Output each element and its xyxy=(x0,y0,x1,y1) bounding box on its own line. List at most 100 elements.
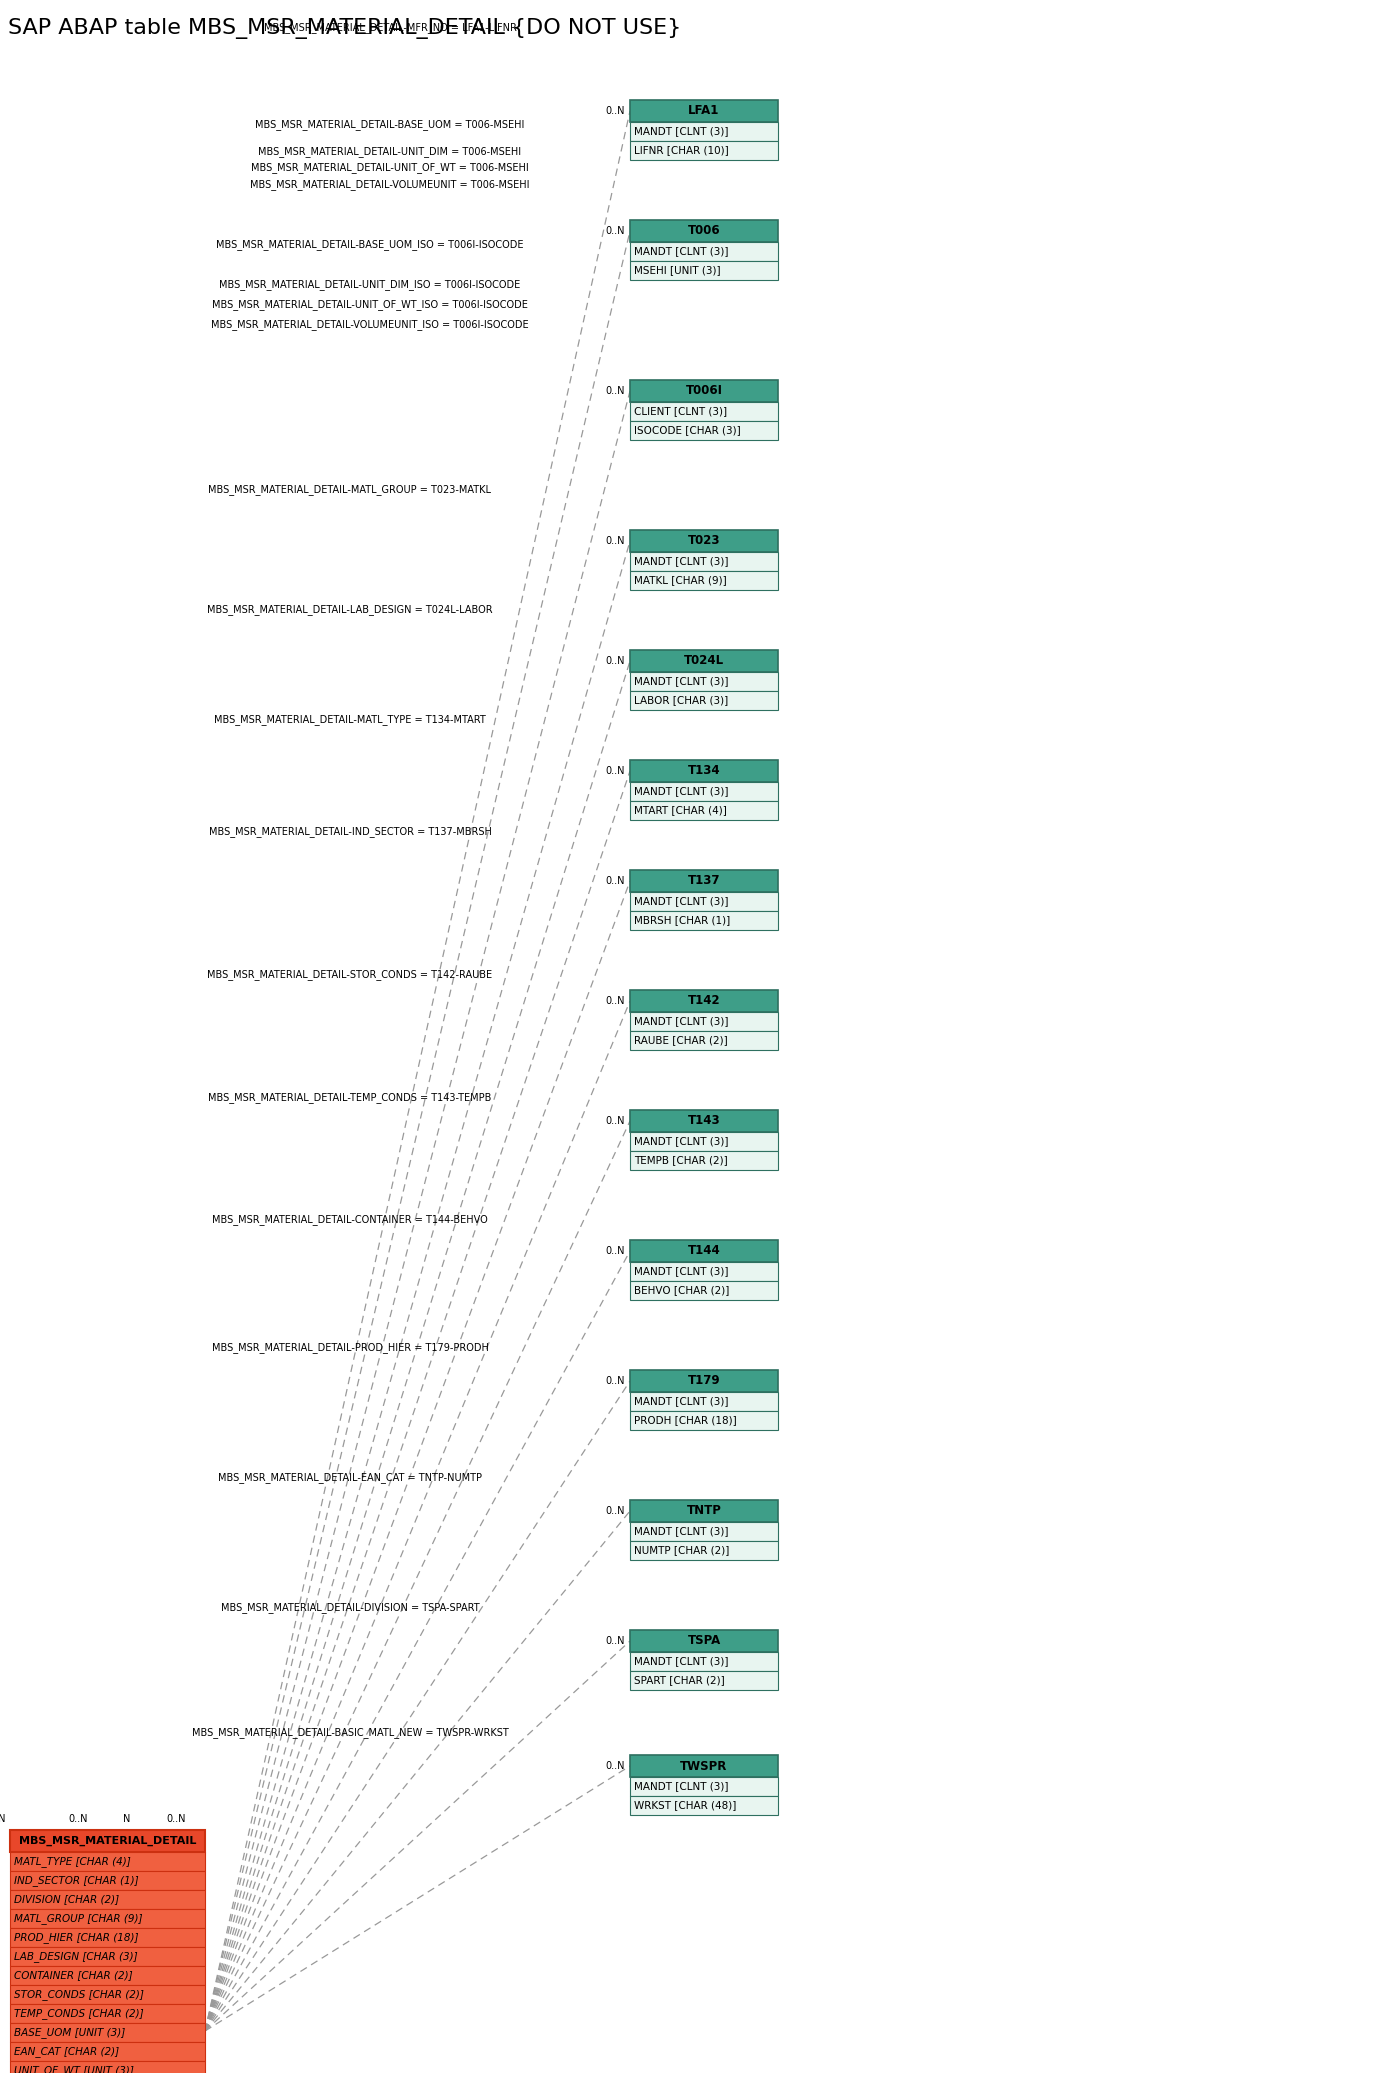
Bar xyxy=(10,2005,205,2023)
Text: MBS_MSR_MATERIAL_DETAIL-UNIT_DIM_ISO = T006I-ISOCODE: MBS_MSR_MATERIAL_DETAIL-UNIT_DIM_ISO = T… xyxy=(219,280,521,290)
Text: IND_SECTOR [CHAR (1)]: IND_SECTOR [CHAR (1)] xyxy=(14,1876,139,1886)
Text: PRODH [CHAR (18)]: PRODH [CHAR (18)] xyxy=(634,1416,737,1426)
Bar xyxy=(630,690,779,709)
Text: MBS_MSR_MATERIAL_DETAIL-IND_SECTOR = T137-MBRSH: MBS_MSR_MATERIAL_DETAIL-IND_SECTOR = T13… xyxy=(209,827,492,837)
Bar xyxy=(630,551,779,570)
Text: MBS_MSR_MATERIAL_DETAIL-UNIT_OF_WT_ISO = T006I-ISOCODE: MBS_MSR_MATERIAL_DETAIL-UNIT_OF_WT_ISO =… xyxy=(212,299,528,311)
Bar xyxy=(630,1756,779,1777)
Bar xyxy=(630,1240,779,1262)
Text: T023: T023 xyxy=(688,535,720,547)
Bar xyxy=(630,1281,779,1300)
Bar xyxy=(630,910,779,931)
Text: 0..N: 0..N xyxy=(606,1636,625,1646)
Text: CLIENT [CLNT (3)]: CLIENT [CLNT (3)] xyxy=(634,406,727,417)
Text: MANDT [CLNT (3)]: MANDT [CLNT (3)] xyxy=(634,126,729,137)
Bar xyxy=(630,1412,779,1430)
Text: 0..N: 0..N xyxy=(606,1505,625,1515)
Text: MANDT [CLNT (3)]: MANDT [CLNT (3)] xyxy=(634,1267,729,1277)
Bar xyxy=(630,1109,779,1132)
Text: T006I: T006I xyxy=(685,384,723,398)
Text: T142: T142 xyxy=(688,995,720,1007)
Text: MBS_MSR_MATERIAL_DETAIL-VOLUMEUNIT_ISO = T006I-ISOCODE: MBS_MSR_MATERIAL_DETAIL-VOLUMEUNIT_ISO =… xyxy=(212,319,529,330)
Text: T006: T006 xyxy=(688,224,720,238)
Bar xyxy=(10,1947,205,1965)
Text: 0..N: 0..N xyxy=(0,1814,6,1824)
Text: MBS_MSR_MATERIAL_DETAIL-UNIT_OF_WT = T006-MSEHI: MBS_MSR_MATERIAL_DETAIL-UNIT_OF_WT = T00… xyxy=(251,162,529,174)
Bar xyxy=(630,1132,779,1151)
Text: 0..N: 0..N xyxy=(606,226,625,236)
Text: TEMPB [CHAR (2)]: TEMPB [CHAR (2)] xyxy=(634,1155,727,1165)
Text: 0..N: 0..N xyxy=(606,106,625,116)
Bar xyxy=(630,1522,779,1540)
Bar xyxy=(10,2042,205,2061)
Text: MANDT [CLNT (3)]: MANDT [CLNT (3)] xyxy=(634,247,729,257)
Bar xyxy=(630,122,779,141)
Bar xyxy=(630,1629,779,1652)
Text: MBS_MSR_MATERIAL_DETAIL-EAN_CAT = TNTP-NUMTP: MBS_MSR_MATERIAL_DETAIL-EAN_CAT = TNTP-N… xyxy=(217,1472,482,1484)
Text: MBS_MSR_MATERIAL_DETAIL: MBS_MSR_MATERIAL_DETAIL xyxy=(20,1837,196,1847)
Text: MSEHI [UNIT (3)]: MSEHI [UNIT (3)] xyxy=(634,265,720,276)
Text: 0..N: 0..N xyxy=(166,1814,185,1824)
Text: T179: T179 xyxy=(688,1374,720,1387)
Text: 0..N: 0..N xyxy=(606,1246,625,1256)
Text: T143: T143 xyxy=(688,1115,720,1128)
Text: RAUBE [CHAR (2)]: RAUBE [CHAR (2)] xyxy=(634,1036,727,1045)
Text: MBS_MSR_MATERIAL_DETAIL-LAB_DESIGN = T024L-LABOR: MBS_MSR_MATERIAL_DETAIL-LAB_DESIGN = T02… xyxy=(208,605,493,616)
Text: 0..N: 0..N xyxy=(68,1814,88,1824)
Text: MBS_MSR_MATERIAL_DETAIL-DIVISION = TSPA-SPART: MBS_MSR_MATERIAL_DETAIL-DIVISION = TSPA-… xyxy=(220,1602,479,1613)
Bar xyxy=(630,1795,779,1816)
Bar xyxy=(630,800,779,821)
Bar xyxy=(630,1671,779,1689)
Text: TWSPR: TWSPR xyxy=(680,1760,727,1772)
Bar xyxy=(630,1391,779,1412)
Text: ISOCODE [CHAR (3)]: ISOCODE [CHAR (3)] xyxy=(634,425,741,435)
Text: NUMTP [CHAR (2)]: NUMTP [CHAR (2)] xyxy=(634,1546,730,1555)
Bar xyxy=(630,1777,779,1795)
Text: 0..N: 0..N xyxy=(606,1760,625,1770)
Bar xyxy=(630,891,779,910)
Text: MBS_MSR_MATERIAL_DETAIL-PROD_HIER = T179-PRODH: MBS_MSR_MATERIAL_DETAIL-PROD_HIER = T179… xyxy=(212,1343,489,1354)
Bar xyxy=(10,2061,205,2073)
Text: MBS_MSR_MATERIAL_DETAIL-BASIC_MATL_NEW = TWSPR-WRKST: MBS_MSR_MATERIAL_DETAIL-BASIC_MATL_NEW =… xyxy=(192,1727,508,1739)
Bar xyxy=(10,1909,205,1928)
Bar xyxy=(630,570,779,591)
Bar xyxy=(630,1151,779,1169)
Text: LFA1: LFA1 xyxy=(688,104,720,118)
Text: MANDT [CLNT (3)]: MANDT [CLNT (3)] xyxy=(634,676,729,686)
Text: MANDT [CLNT (3)]: MANDT [CLNT (3)] xyxy=(634,1781,729,1791)
Text: EAN_CAT [CHAR (2)]: EAN_CAT [CHAR (2)] xyxy=(14,2046,120,2056)
Bar xyxy=(630,761,779,782)
Bar xyxy=(630,1540,779,1561)
Text: MBS_MSR_MATERIAL_DETAIL-STOR_CONDS = T142-RAUBE: MBS_MSR_MATERIAL_DETAIL-STOR_CONDS = T14… xyxy=(208,970,493,981)
Text: TNTP: TNTP xyxy=(687,1505,722,1517)
Text: MATL_GROUP [CHAR (9)]: MATL_GROUP [CHAR (9)] xyxy=(14,1913,142,1924)
Text: CONTAINER [CHAR (2)]: CONTAINER [CHAR (2)] xyxy=(14,1971,132,1980)
Bar xyxy=(10,1965,205,1986)
Text: 0..N: 0..N xyxy=(606,537,625,545)
Bar xyxy=(630,871,779,891)
Text: BEHVO [CHAR (2)]: BEHVO [CHAR (2)] xyxy=(634,1285,730,1296)
Text: MATKL [CHAR (9)]: MATKL [CHAR (9)] xyxy=(634,576,727,585)
Text: MBS_MSR_MATERIAL_DETAIL-MATL_GROUP = T023-MATKL: MBS_MSR_MATERIAL_DETAIL-MATL_GROUP = T02… xyxy=(209,485,492,495)
Bar xyxy=(630,261,779,280)
Bar xyxy=(630,1370,779,1391)
Text: MBS_MSR_MATERIAL_DETAIL-VOLUMEUNIT = T006-MSEHI: MBS_MSR_MATERIAL_DETAIL-VOLUMEUNIT = T00… xyxy=(251,180,529,191)
Text: MBS_MSR_MATERIAL_DETAIL-MATL_TYPE = T134-MTART: MBS_MSR_MATERIAL_DETAIL-MATL_TYPE = T134… xyxy=(215,715,486,726)
Text: WRKST [CHAR (48)]: WRKST [CHAR (48)] xyxy=(634,1801,737,1810)
Text: MANDT [CLNT (3)]: MANDT [CLNT (3)] xyxy=(634,1016,729,1026)
Text: 0..N: 0..N xyxy=(606,877,625,885)
Bar xyxy=(630,100,779,122)
Bar xyxy=(630,1262,779,1281)
Text: 0..N: 0..N xyxy=(606,1376,625,1387)
Bar xyxy=(630,421,779,439)
Text: PROD_HIER [CHAR (18)]: PROD_HIER [CHAR (18)] xyxy=(14,1932,138,1942)
Bar xyxy=(630,243,779,261)
Text: T024L: T024L xyxy=(684,655,724,668)
Text: 0..N: 0..N xyxy=(606,386,625,396)
Bar xyxy=(630,1012,779,1030)
Bar xyxy=(630,1501,779,1522)
Text: LIFNR [CHAR (10)]: LIFNR [CHAR (10)] xyxy=(634,145,729,155)
Text: MTART [CHAR (4)]: MTART [CHAR (4)] xyxy=(634,806,727,815)
Text: T137: T137 xyxy=(688,875,720,887)
Bar xyxy=(630,379,779,402)
